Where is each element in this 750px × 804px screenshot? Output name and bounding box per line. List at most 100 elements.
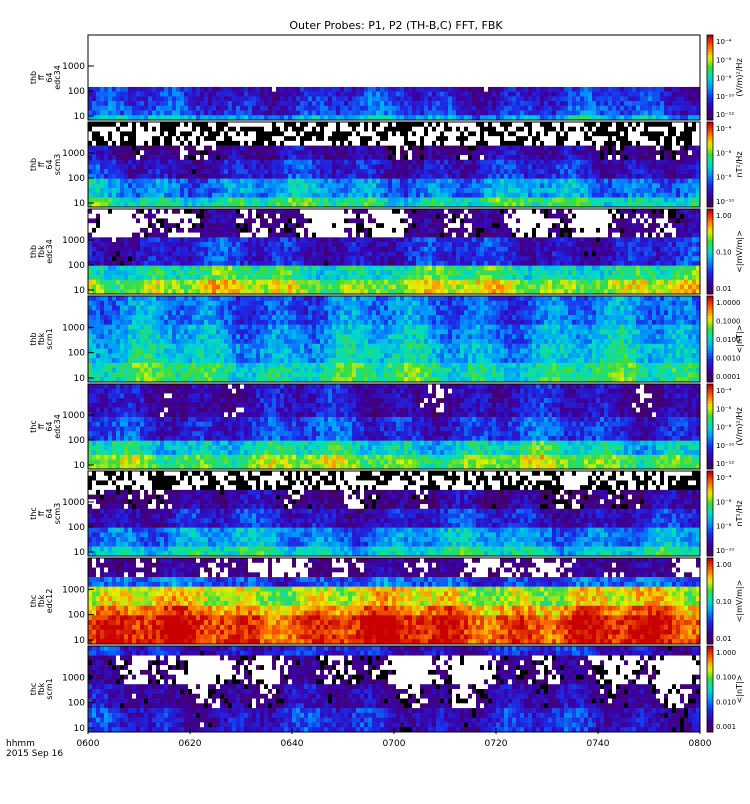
heatmap-cell [164, 131, 168, 136]
heatmap-cell [652, 136, 656, 141]
heatmap-cell [176, 111, 180, 116]
heatmap-cell [564, 35, 568, 40]
heatmap-cell [484, 59, 488, 64]
heatmap-cell [536, 40, 540, 45]
heatmap-cell [656, 136, 660, 141]
heatmap-cell [684, 150, 688, 155]
heatmap-cell [228, 68, 232, 73]
heatmap-cell [112, 131, 116, 136]
heatmap-cell [104, 127, 108, 132]
heatmap-cell [660, 73, 664, 78]
heatmap-cell [532, 96, 536, 101]
heatmap-cell [160, 35, 164, 40]
heatmap-cell [464, 35, 468, 40]
heatmap-cell [112, 146, 116, 151]
heatmap-cell [236, 155, 240, 160]
heatmap-cell [96, 122, 100, 127]
heatmap-cell [288, 54, 292, 59]
heatmap-cell [280, 78, 284, 83]
heatmap-cell [160, 146, 164, 151]
heatmap-cell [616, 106, 620, 111]
heatmap-cells [88, 35, 700, 120]
heatmap-cell [676, 82, 680, 87]
heatmap-cell [188, 150, 192, 155]
heatmap-cell [184, 111, 188, 116]
heatmap-cell [108, 174, 112, 179]
heatmap-cell [540, 92, 544, 97]
heatmap-cell [520, 96, 524, 101]
heatmap-cell [368, 78, 372, 83]
heatmap-cell [204, 92, 208, 97]
heatmap-cell [204, 136, 208, 141]
heatmap-cell [88, 146, 92, 151]
heatmap-cell [344, 141, 348, 146]
heatmap-cell [192, 35, 196, 40]
heatmap-cell [396, 101, 400, 106]
heatmap-cell [560, 44, 564, 49]
heatmap-cell [324, 73, 328, 78]
heatmap-cell [472, 150, 476, 155]
heatmap-cell [212, 35, 216, 40]
heatmap-cell [324, 68, 328, 73]
heatmap-cell [184, 183, 188, 188]
heatmap-cell [188, 63, 192, 68]
heatmap-cell [172, 131, 176, 136]
heatmap-cell [240, 49, 244, 54]
heatmap-cell [536, 127, 540, 132]
heatmap-cell [440, 68, 444, 73]
heatmap-cell [536, 78, 540, 83]
heatmap-cell [176, 136, 180, 141]
heatmap-cell [584, 49, 588, 54]
heatmap-cell [248, 165, 252, 170]
heatmap-cell [684, 179, 688, 184]
heatmap-cell [560, 78, 564, 83]
heatmap-cell [528, 54, 532, 59]
heatmap-cell [500, 101, 504, 106]
heatmap-cell [588, 183, 592, 188]
heatmap-cell [484, 174, 488, 179]
heatmap-cell [336, 87, 340, 92]
heatmap-cell [300, 111, 304, 116]
heatmap-cell [248, 68, 252, 73]
heatmap-cell [332, 131, 336, 136]
heatmap-cell [688, 82, 692, 87]
heatmap-cell [320, 111, 324, 116]
heatmap-cell [444, 165, 448, 170]
heatmap-cell [588, 59, 592, 64]
heatmap-cell [500, 169, 504, 174]
heatmap-cell [244, 40, 248, 45]
heatmap-cell [672, 160, 676, 165]
heatmap-cell [304, 111, 308, 116]
heatmap-cell [360, 49, 364, 54]
heatmap-cell [624, 35, 628, 40]
heatmap-cell [104, 141, 108, 146]
heatmap-cell [460, 179, 464, 184]
heatmap-cell [108, 73, 112, 78]
heatmap-cell [412, 59, 416, 64]
heatmap-cell [120, 160, 124, 165]
heatmap-cell [248, 150, 252, 155]
heatmap-cell [656, 40, 660, 45]
heatmap-cell [264, 146, 268, 151]
heatmap-cell [560, 92, 564, 97]
heatmap-cell [116, 146, 120, 151]
heatmap-cell [444, 101, 448, 106]
heatmap-cell [136, 106, 140, 111]
heatmap-cell [124, 165, 128, 170]
heatmap-cell [164, 111, 168, 116]
heatmap-cell [372, 150, 376, 155]
heatmap-cell [232, 78, 236, 83]
heatmap-cell [544, 73, 548, 78]
heatmap-cell [444, 160, 448, 165]
heatmap-cell [164, 165, 168, 170]
heatmap-cell [648, 183, 652, 188]
heatmap-cell [140, 106, 144, 111]
heatmap-cell [404, 49, 408, 54]
heatmap-cell [368, 101, 372, 106]
heatmap-cell [584, 73, 588, 78]
heatmap-cell [588, 82, 592, 87]
heatmap-cell [540, 96, 544, 101]
heatmap-cell [264, 101, 268, 106]
heatmap-cell [296, 165, 300, 170]
heatmap-cell [512, 35, 516, 40]
